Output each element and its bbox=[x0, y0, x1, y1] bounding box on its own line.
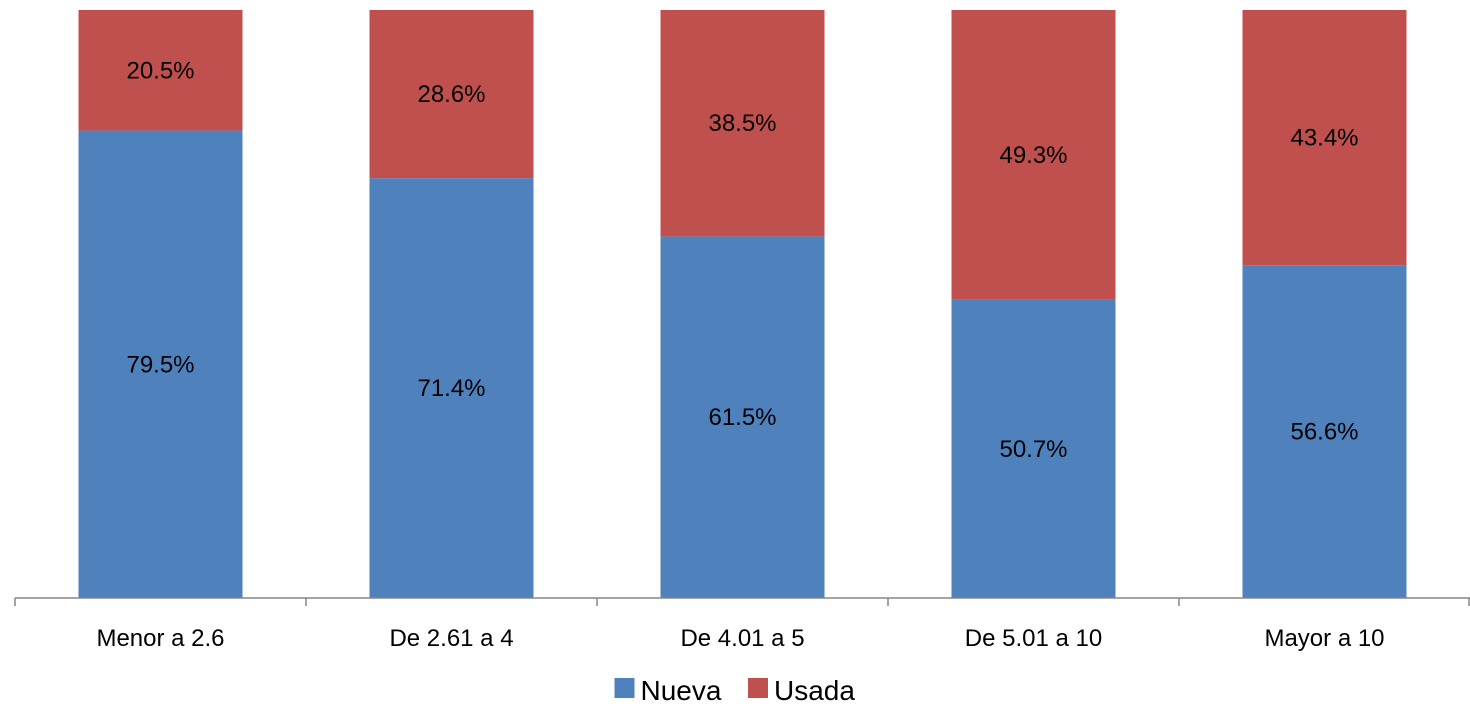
x-axis bbox=[14, 597, 1470, 606]
data-label-nueva-4: 56.6% bbox=[1290, 419, 1358, 446]
data-label-usada-1: 28.6% bbox=[417, 81, 485, 108]
data-labels-layer: 79.5% 20.5% 71.4% 28.6% 61.5% 38.5% 50.7% 49.3%… bbox=[126, 57, 1358, 463]
bar-nueva-1 bbox=[369, 178, 534, 598]
data-label-nueva-0: 79.5% bbox=[126, 351, 194, 378]
data-label-nueva-2: 61.5% bbox=[708, 404, 776, 431]
bar-nueva-0 bbox=[78, 130, 243, 599]
legend-swatch-nueva bbox=[614, 678, 635, 698]
bar-nueva-2 bbox=[660, 236, 825, 598]
data-label-usada-4: 43.4% bbox=[1290, 125, 1358, 152]
x-tick-labels: Menor a 2.6 De 2.61 a 4 De 4.01 a 5 De 5.01… bbox=[96, 625, 1384, 652]
bar-usada-3 bbox=[951, 10, 1116, 300]
legend: Nueva Usada bbox=[614, 675, 855, 706]
bars-layer bbox=[78, 10, 1407, 599]
data-label-nueva-3: 50.7% bbox=[999, 436, 1067, 463]
legend-label-nueva: Nueva bbox=[641, 675, 722, 706]
bar-usada-2 bbox=[660, 10, 825, 237]
data-label-nueva-1: 71.4% bbox=[417, 375, 485, 402]
x-tick-label-3: De 5.01 a 10 bbox=[965, 625, 1102, 652]
data-label-usada-2: 38.5% bbox=[708, 110, 776, 137]
data-label-usada-0: 20.5% bbox=[126, 57, 194, 84]
bar-nueva-4 bbox=[1242, 265, 1407, 598]
bar-usada-1 bbox=[369, 10, 534, 179]
bar-usada-0 bbox=[78, 10, 243, 131]
x-tick-label-0: Menor a 2.6 bbox=[96, 625, 224, 652]
bar-usada-4 bbox=[1242, 10, 1407, 266]
legend-swatch-usada bbox=[748, 678, 768, 698]
legend-label-usada: Usada bbox=[774, 675, 855, 706]
x-tick-label-1: De 2.61 a 4 bbox=[389, 625, 513, 652]
x-tick-label-4: Mayor a 10 bbox=[1264, 625, 1384, 652]
x-tick-label-2: De 4.01 a 5 bbox=[680, 625, 804, 652]
data-label-usada-3: 49.3% bbox=[999, 142, 1067, 169]
bar-nueva-3 bbox=[951, 299, 1116, 598]
